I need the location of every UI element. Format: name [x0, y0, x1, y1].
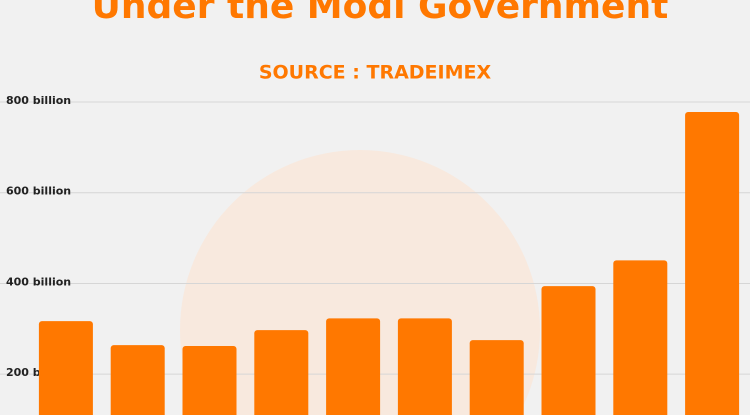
bar: [541, 286, 596, 415]
bar: [182, 346, 237, 415]
bar: [397, 318, 452, 415]
bar: [38, 321, 93, 415]
bar: [685, 111, 740, 415]
y-tick-label: 800 billion: [6, 94, 71, 107]
y-tick-label: 600 billion: [6, 185, 71, 198]
chart-title: Under the Modi Government: [92, 0, 669, 27]
bar: [110, 345, 165, 415]
bar: [254, 330, 309, 415]
y-tick-label: 400 billion: [6, 275, 71, 288]
bar: [469, 340, 524, 415]
bar: [613, 260, 668, 415]
bar: [326, 318, 381, 415]
chart-subtitle: SOURCE : TRADEIMEX: [259, 62, 492, 84]
